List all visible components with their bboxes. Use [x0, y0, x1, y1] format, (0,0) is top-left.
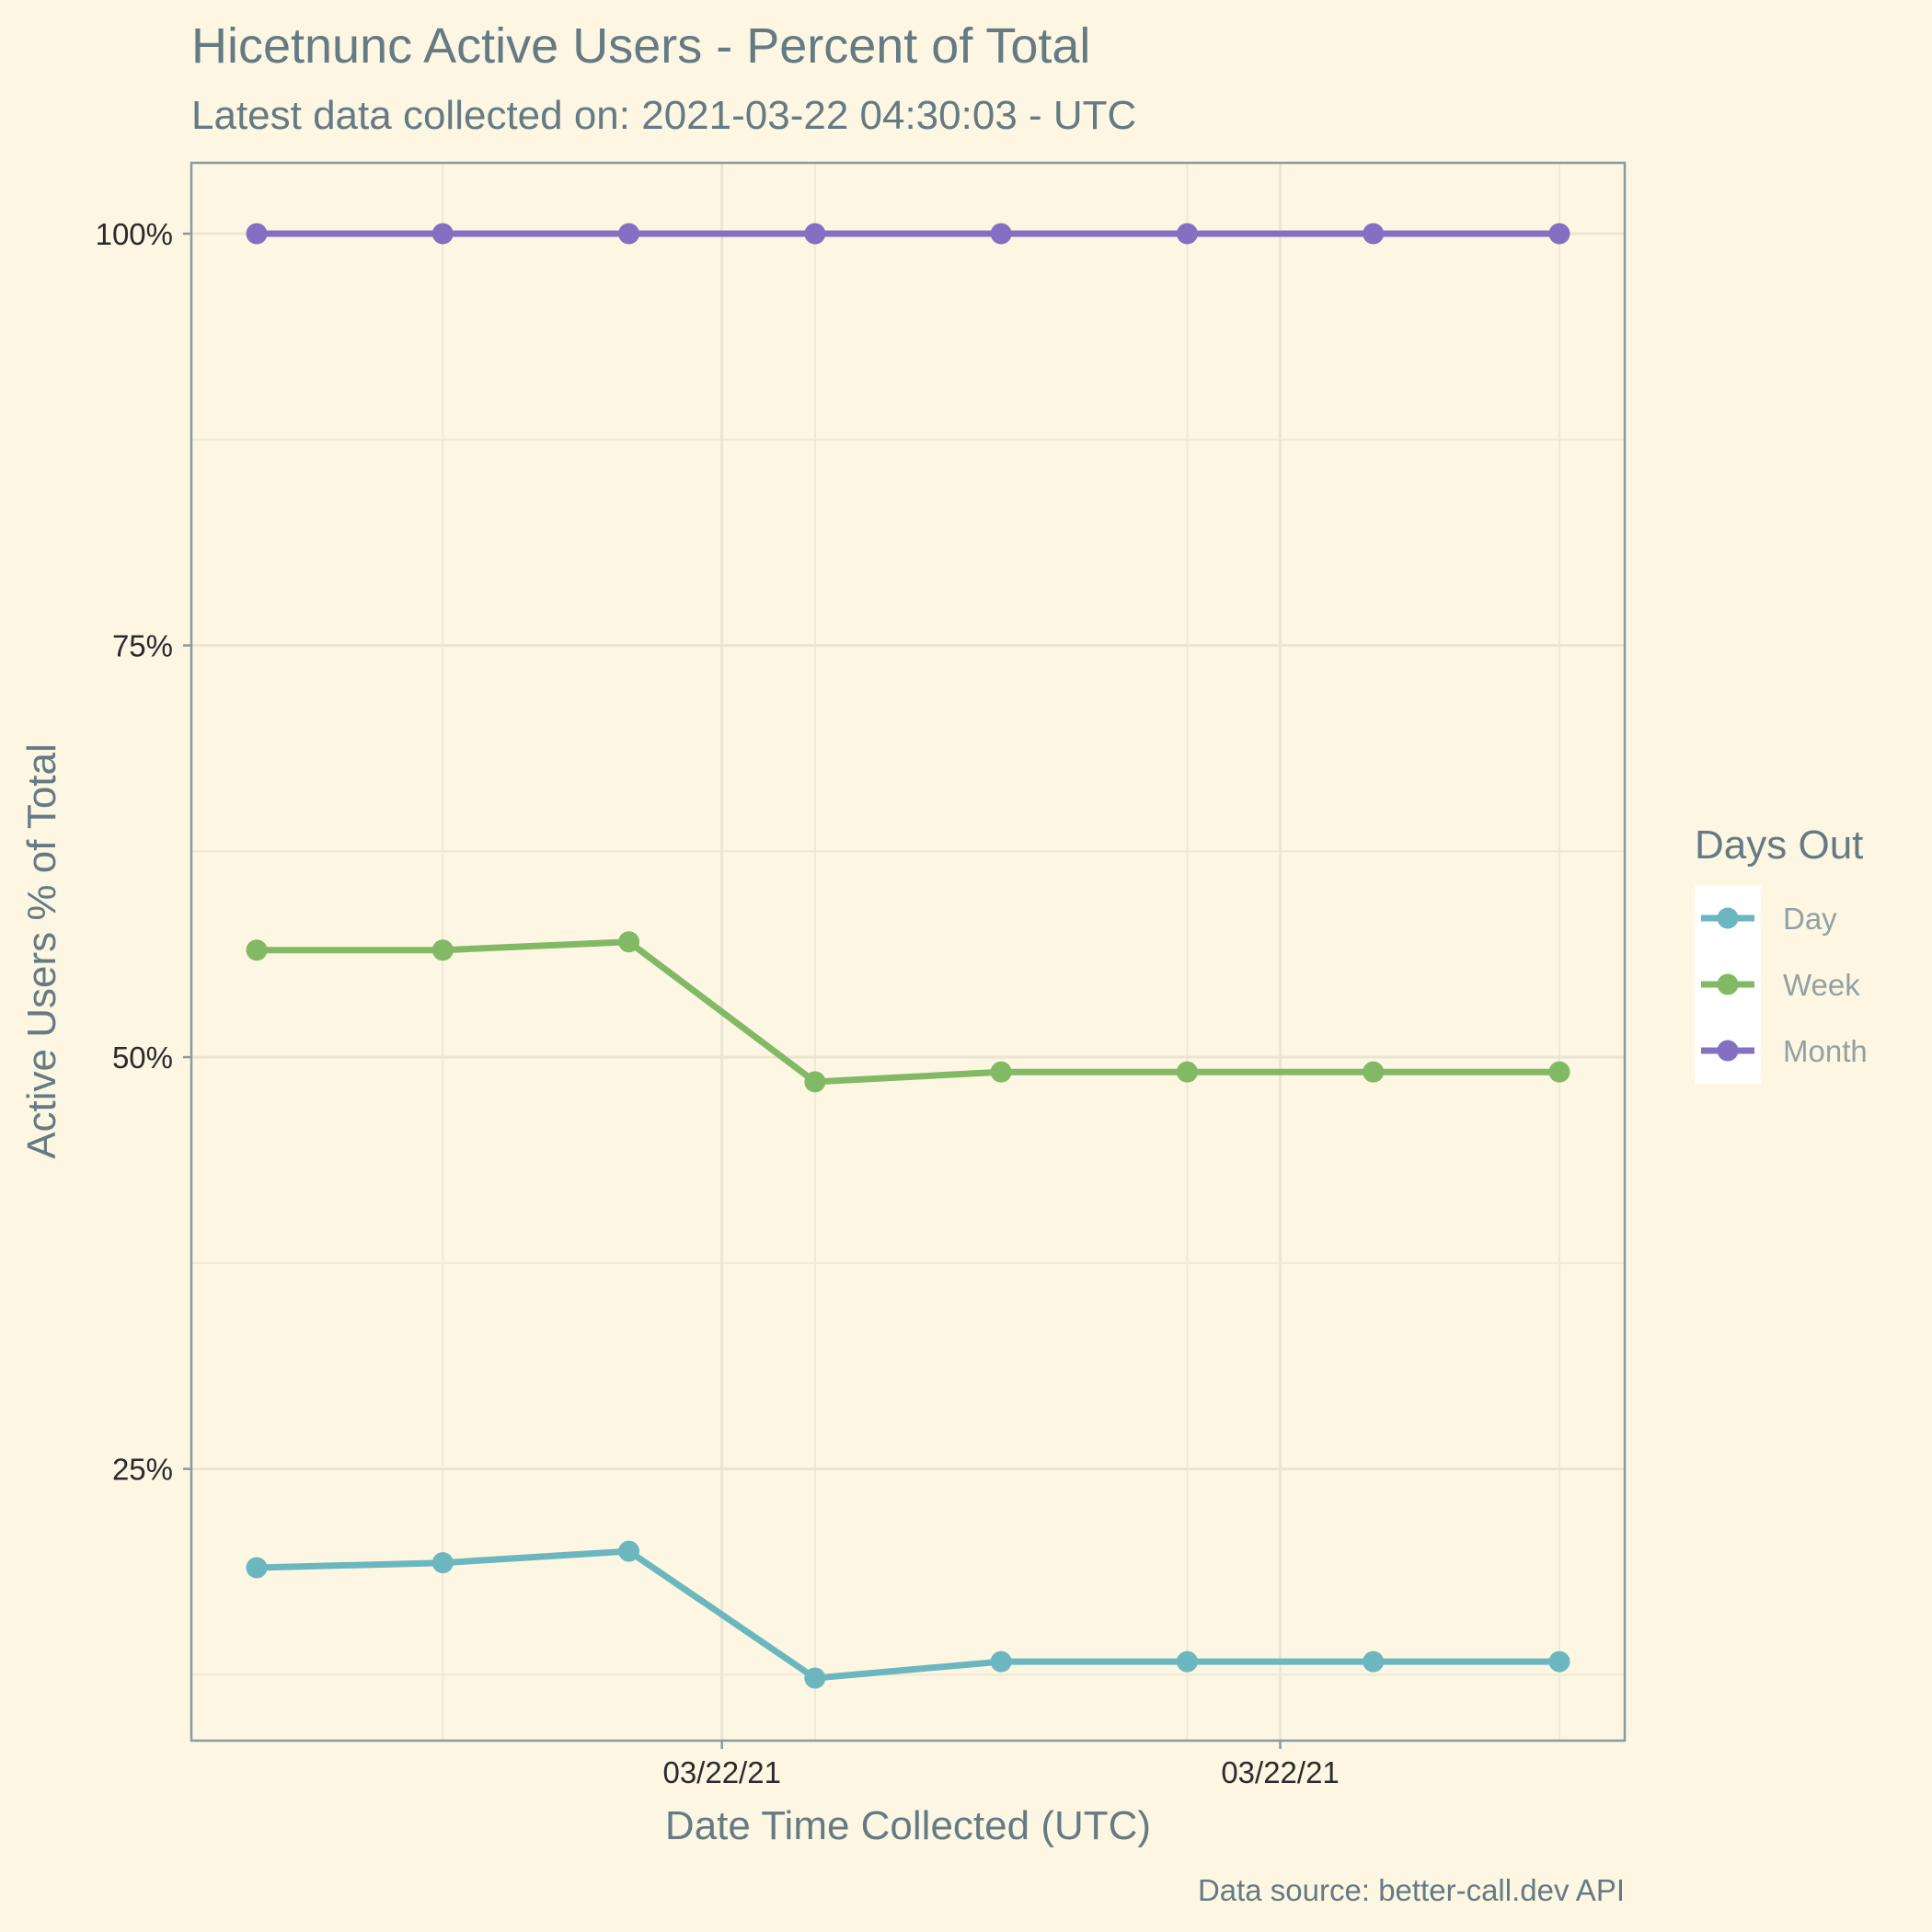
y-axis: 25% 50% 75% 100% — [96, 217, 191, 1487]
chart-caption: Data source: better-call.dev API — [1198, 1873, 1625, 1907]
data-point-month — [990, 223, 1012, 245]
data-point-month — [804, 223, 826, 245]
data-point-day — [804, 1667, 826, 1689]
data-point-day — [990, 1650, 1012, 1673]
data-point-day — [246, 1557, 268, 1579]
data-point-month — [1548, 223, 1570, 245]
series-layer — [246, 223, 1570, 1689]
y-axis-title: Active Users % of Total — [19, 743, 64, 1159]
series-line-day — [256, 1547, 1559, 1682]
data-point-week — [804, 1071, 826, 1093]
data-point-day — [618, 1540, 640, 1562]
y-tick-label: 50% — [112, 1041, 173, 1075]
legend-key-point-month — [1717, 1040, 1739, 1062]
x-tick-label: 03/22/21 — [662, 1755, 780, 1789]
data-point-month — [431, 223, 454, 245]
legend-key-point-week — [1717, 973, 1739, 995]
chart-subtitle: Latest data collected on: 2021-03-22 04:… — [191, 93, 1136, 138]
legend: Days Out Day Week Month — [1695, 822, 1868, 1084]
legend-label-day: Day — [1783, 902, 1837, 936]
chart-title: Hicetnunc Active Users - Percent of Tota… — [191, 18, 1090, 74]
legend-label-month: Month — [1783, 1034, 1868, 1068]
data-point-day — [1363, 1650, 1385, 1673]
plot-panel — [190, 161, 1627, 1742]
legend-key-point-day — [1717, 907, 1739, 929]
data-point-month — [1176, 223, 1198, 245]
data-point-week — [1176, 1061, 1198, 1083]
series-line-week — [257, 938, 1559, 1086]
legend-title: Days Out — [1695, 822, 1863, 868]
x-tick-label: 03/22/21 — [1221, 1755, 1339, 1789]
data-point-day — [1176, 1650, 1198, 1673]
data-point-week — [246, 939, 268, 961]
data-point-day — [1548, 1650, 1570, 1673]
data-point-week — [431, 939, 454, 961]
x-axis: 03/22/21 03/22/21 — [662, 1741, 1340, 1789]
y-tick-label: 25% — [112, 1453, 173, 1487]
data-point-week — [990, 1061, 1012, 1083]
y-tick-label: 75% — [112, 629, 173, 663]
x-axis-title: Date Time Collected (UTC) — [665, 1803, 1151, 1848]
data-point-month — [1363, 223, 1385, 245]
plot-border — [190, 161, 1627, 1742]
data-point-month — [618, 223, 640, 245]
y-tick-label: 100% — [96, 217, 173, 251]
data-point-day — [431, 1552, 454, 1574]
data-point-month — [246, 223, 268, 245]
data-point-week — [1548, 1061, 1570, 1083]
data-point-week — [618, 931, 640, 953]
data-point-week — [1363, 1061, 1385, 1083]
legend-label-week: Week — [1783, 968, 1860, 1002]
